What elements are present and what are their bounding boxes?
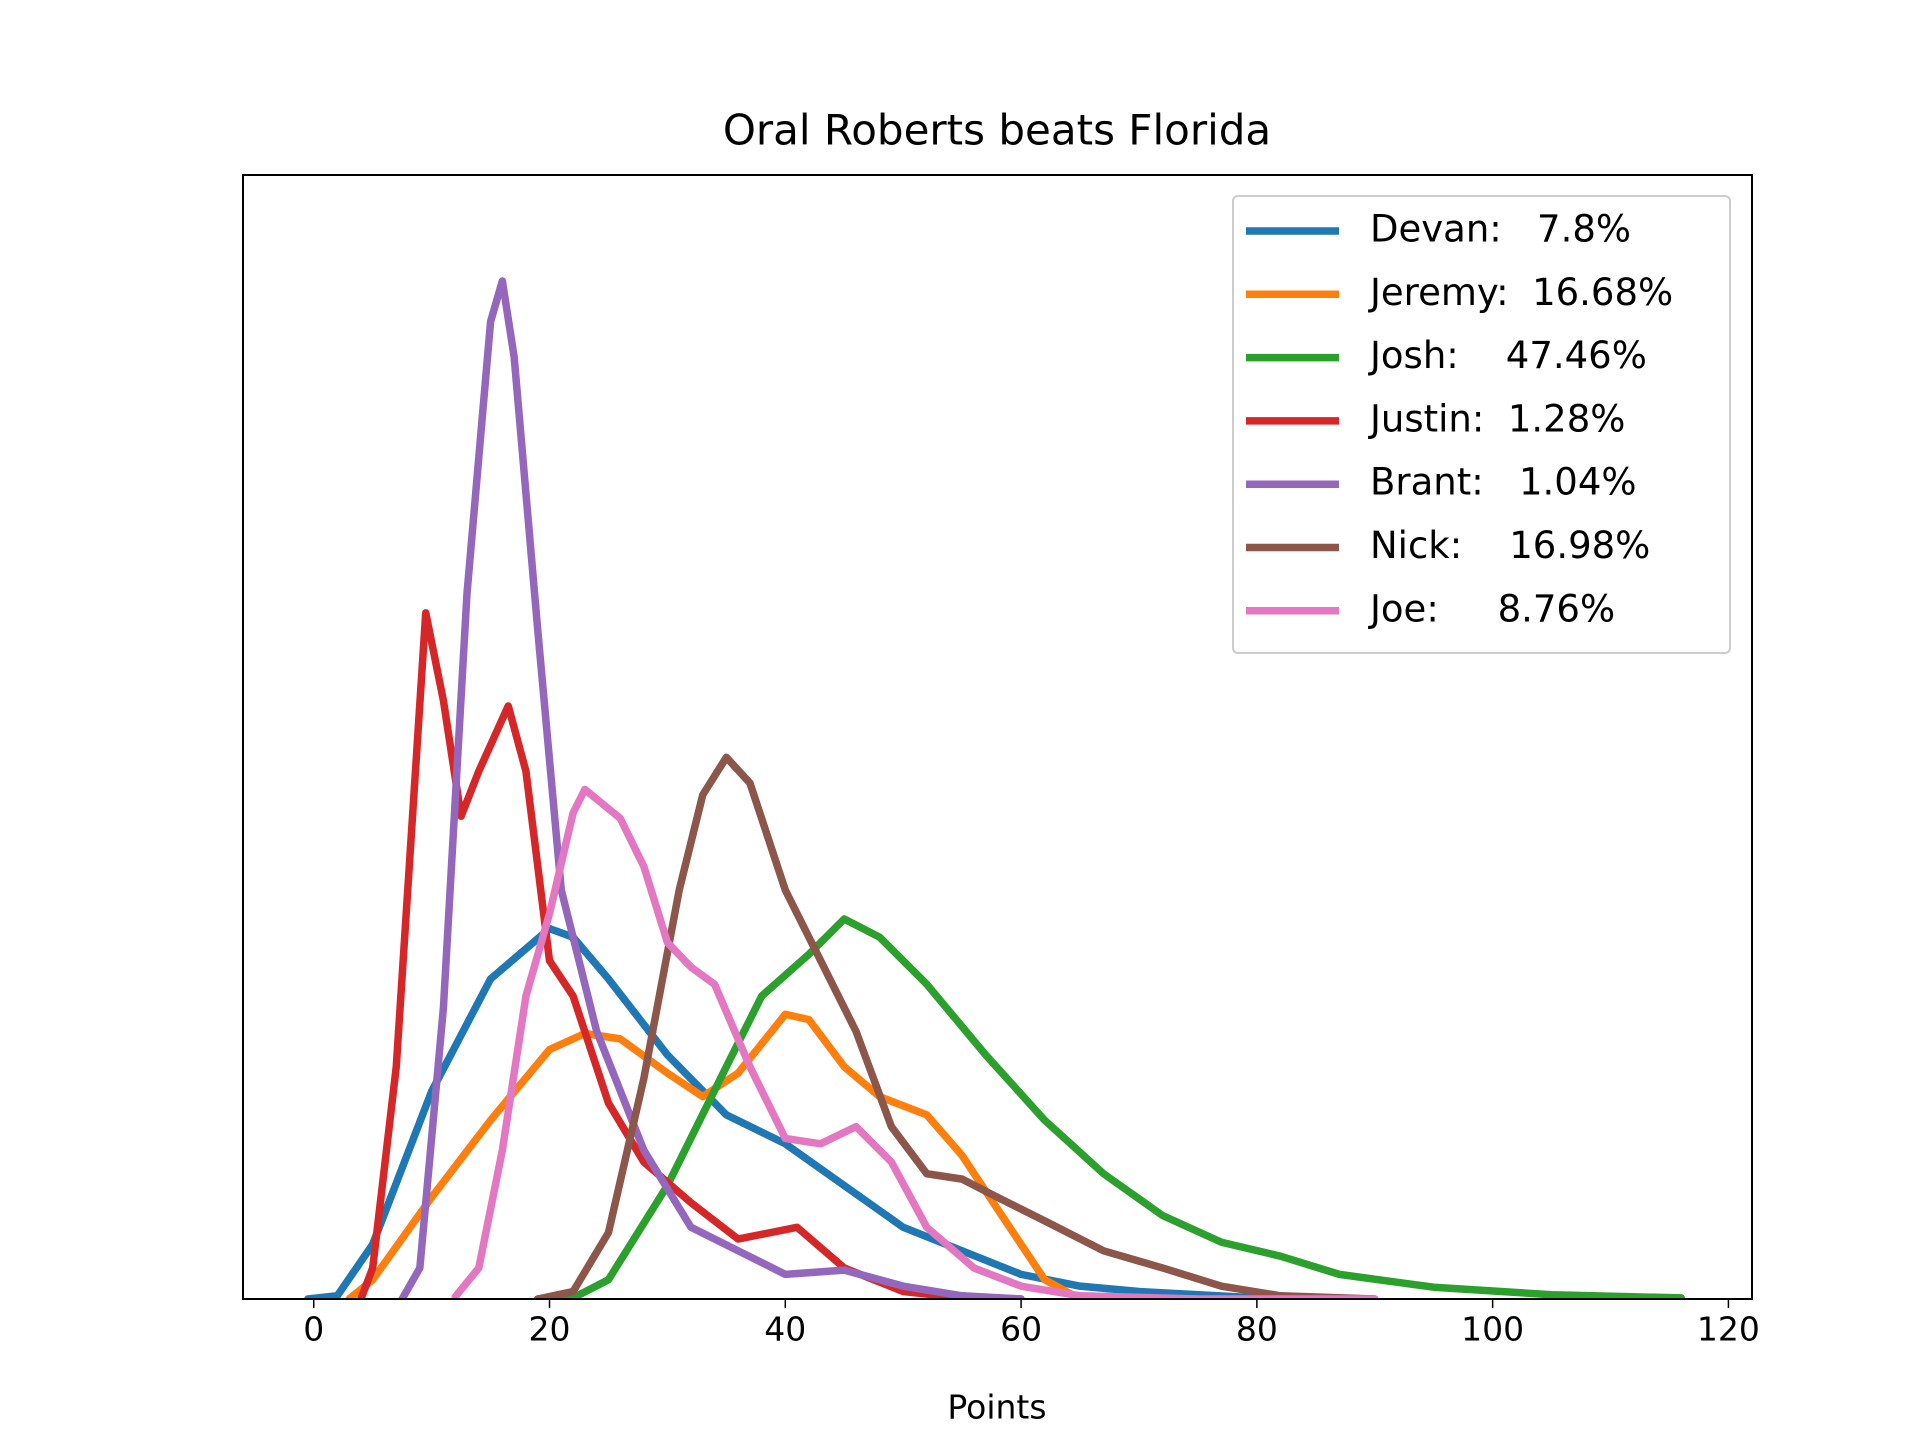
- plot-frame: [242, 174, 1753, 1300]
- x-tick-label: 0: [303, 1310, 324, 1349]
- legend-label: Brant: 1.04%: [1370, 461, 1637, 504]
- x-tick-label: 40: [764, 1310, 806, 1349]
- chart-title: Oral Roberts beats Florida: [723, 106, 1271, 155]
- line-series: [345, 1010, 1084, 1299]
- x-tick-label: 120: [1697, 1310, 1760, 1349]
- line-series: [398, 277, 1025, 1299]
- x-axis-label: Points: [947, 1388, 1046, 1427]
- line-series: [533, 915, 1686, 1299]
- legend-label: Jeremy: 16.68%: [1368, 271, 1673, 314]
- x-tick-label: 20: [529, 1310, 571, 1349]
- legend-label: Joe: 8.76%: [1368, 587, 1615, 630]
- legend-label: Justin: 1.28%: [1368, 397, 1625, 440]
- x-tick-label: 80: [1236, 1310, 1278, 1349]
- x-tick-label: 100: [1461, 1310, 1524, 1349]
- line-series: [451, 785, 1379, 1299]
- legend-label: Nick: 16.98%: [1370, 524, 1650, 567]
- legend-box: [1232, 195, 1731, 654]
- legend-label: Devan: 7.8%: [1370, 208, 1631, 251]
- x-tick-label: 60: [1000, 1310, 1042, 1349]
- line-series: [533, 753, 1379, 1299]
- line-series: [304, 924, 1379, 1299]
- line-series: [357, 609, 1025, 1299]
- legend-label: Josh: 47.46%: [1368, 334, 1647, 377]
